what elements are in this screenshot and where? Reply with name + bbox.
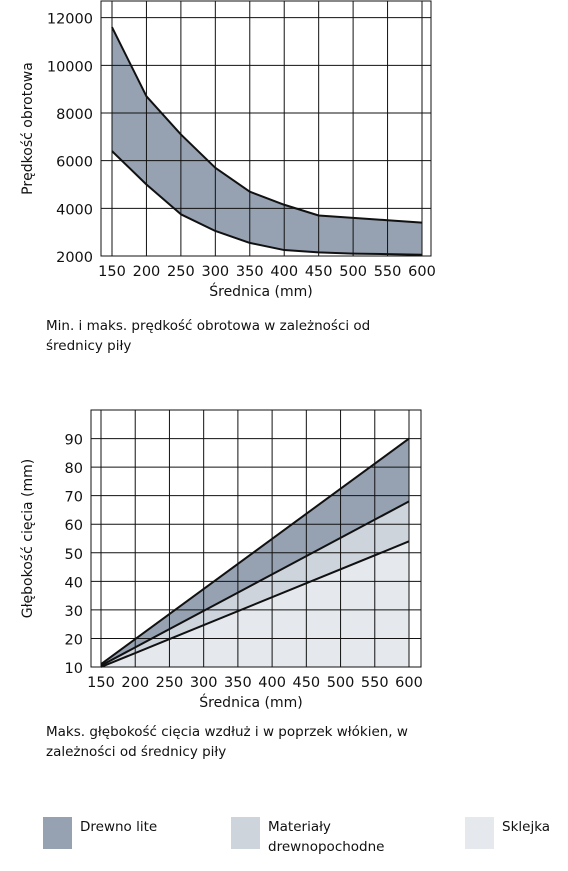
y-tick-label: 10000 (47, 59, 93, 75)
y-tick-label: 20 (65, 632, 83, 648)
x-tick-label: 600 (395, 675, 423, 691)
series-line-2 (100, 540, 410, 668)
rotational-speed-chart-svg: 150 200 250 300 350 400 450 500 550 600 2000 4000 60… (20, 0, 436, 300)
series-line-1 (100, 500, 410, 667)
series-line-1 (111, 26, 423, 224)
y-tick-label: 60 (65, 518, 83, 534)
x-tick-label: 250 (156, 675, 184, 691)
y-tick-label: 40 (65, 575, 83, 591)
x-tick-label: 150 (98, 264, 126, 280)
x-tick-label: 150 (87, 675, 115, 691)
rotational-speed-chart: 150 200 250 300 350 400 450 500 550 600 2000 4000 60… (0, 0, 568, 310)
y-tick-label: 70 (65, 490, 83, 506)
y-tick-label: 90 (65, 433, 83, 449)
series-line-0 (111, 150, 423, 256)
legend-label-wood-based-materials: Materiały drewnopochodne (268, 819, 385, 855)
speed-range-band (112, 27, 422, 255)
rotational-speed-caption: Min. i maks. prędkość obrotowa w zależno… (46, 318, 371, 354)
x-tick-label: 250 (167, 264, 195, 280)
y-tick-label: 80 (65, 461, 83, 477)
y-tick-label: 8000 (56, 107, 93, 123)
x-tick-label: 300 (190, 675, 218, 691)
x-tick-label: 400 (270, 264, 298, 280)
cutting-depth-chart: 150 200 250 300 350 400 450 500 550 600 10 20 30 40 50… (0, 405, 568, 720)
x-tick-label: 550 (361, 675, 389, 691)
x-tick-label: 450 (305, 264, 333, 280)
y-tick-label: 6000 (56, 155, 93, 171)
x-tick-label: 550 (374, 264, 402, 280)
plot-frame (90, 409, 422, 668)
y-axis-label: Prędkość obrotowa (20, 62, 36, 195)
x-tick-label: 400 (258, 675, 286, 691)
y-tick-label: 30 (65, 604, 83, 620)
x-tick-label: 600 (408, 264, 436, 280)
x-tick-label: 200 (133, 264, 161, 280)
x-tick-label: 350 (224, 675, 252, 691)
x-axis-label: Średnica (mm) (209, 282, 313, 300)
x-tick-label: 500 (339, 264, 367, 280)
y-tick-label: 4000 (56, 202, 93, 218)
cutting-depth-chart-svg: 150 200 250 300 350 400 450 500 550 600 10 20 30 40 50… (20, 409, 423, 711)
y-tick-label: 10 (65, 661, 83, 677)
legend-swatch-solid-wood (43, 817, 72, 849)
x-axis-label: Średnica (mm) (199, 693, 303, 711)
x-tick-label: 200 (121, 675, 149, 691)
x-tick-label: 350 (236, 264, 264, 280)
y-axis-label: Głębokość cięcia (mm) (20, 459, 36, 619)
legend-swatch-wood-based-materials (231, 817, 260, 849)
x-tick-label: 500 (327, 675, 355, 691)
plot-frame (100, 0, 432, 257)
cutting-depth-caption: Maks. głębokość cięcia wzdłuż i w poprze… (46, 724, 408, 760)
y-tick-label: 12000 (47, 12, 93, 28)
series-line-0 (100, 437, 410, 665)
x-tick-label: 300 (201, 264, 229, 280)
legend-label-plywood: Sklejka (502, 819, 551, 835)
y-tick-label: 2000 (56, 250, 93, 266)
y-tick-label: 50 (65, 547, 83, 563)
legend-label-solid-wood: Drewno lite (80, 819, 158, 835)
x-tick-label: 450 (292, 675, 320, 691)
legend-swatch-plywood (465, 817, 494, 849)
